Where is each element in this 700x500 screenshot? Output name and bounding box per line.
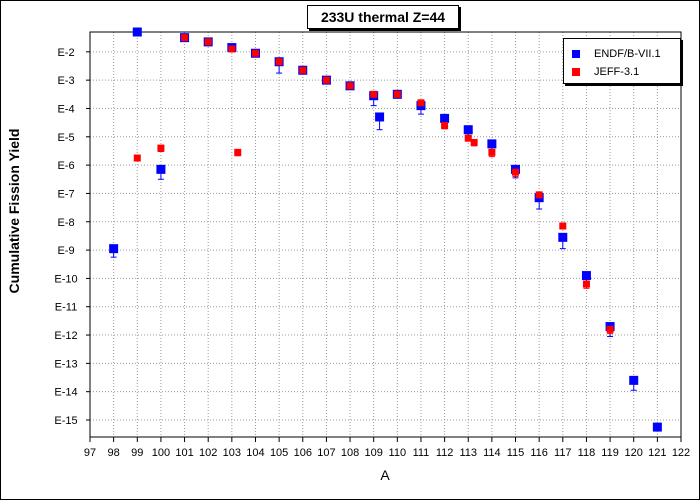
y-tick-label: E-14: [54, 387, 77, 399]
data-point-jeff: [204, 38, 212, 46]
y-tick-label: E-10: [54, 273, 77, 285]
y-tick-label: E-3: [57, 75, 74, 87]
data-point-endf: [463, 125, 473, 135]
y-tick-label: E-11: [55, 302, 77, 314]
x-tick-label: 107: [317, 447, 335, 459]
x-tick-label: 110: [389, 447, 407, 459]
data-point-jeff: [275, 58, 283, 66]
x-tick-label: 111: [413, 447, 430, 459]
x-tick-label: 121: [648, 447, 666, 459]
x-tick-label: 102: [199, 447, 217, 459]
data-point-jeff: [559, 222, 567, 230]
x-tick-label: 108: [341, 447, 359, 459]
y-tick-label: E-13: [54, 358, 77, 370]
x-tick-label: 112: [436, 447, 454, 459]
data-point-jeff: [157, 144, 165, 152]
y-tick-label: E-2: [57, 47, 74, 59]
legend-label-endf: ENDF/B-VII.1: [594, 48, 661, 60]
x-axis-label: A: [380, 467, 390, 483]
data-point-jeff: [441, 121, 449, 129]
data-point-jeff: [464, 134, 472, 142]
data-point-endf: [487, 139, 497, 149]
x-tick-label: 116: [530, 447, 548, 459]
y-tick-label: E-8: [57, 217, 74, 229]
y-tick-label: E-12: [54, 330, 77, 342]
x-tick-label: 109: [365, 447, 383, 459]
legend: ENDF/B-VII.1 JEFF-3.1: [563, 38, 681, 84]
data-point-jeff: [251, 49, 259, 57]
data-point-endf: [156, 164, 166, 174]
data-point-jeff: [470, 138, 478, 146]
data-point-endf: [629, 375, 639, 385]
x-tick-label: 99: [131, 447, 143, 459]
x-tick-label: 117: [554, 447, 572, 459]
y-tick-label: E-6: [57, 160, 74, 172]
data-point-endf: [652, 422, 662, 432]
data-point-jeff: [606, 325, 614, 333]
legend-label-jeff: JEFF-3.1: [594, 66, 640, 78]
plot-area-border: [89, 31, 682, 438]
data-point-jeff: [370, 90, 378, 98]
x-tick-label: 113: [459, 447, 477, 459]
x-tick-label: 97: [84, 447, 96, 459]
x-tick-label: 120: [625, 447, 643, 459]
data-point-endf: [440, 113, 450, 123]
chart-title: 233U thermal Z=44: [307, 5, 459, 29]
x-tick-label: 105: [270, 447, 288, 459]
data-point-jeff: [346, 82, 354, 90]
x-tick-label: 100: [152, 447, 170, 459]
data-point-jeff: [234, 148, 242, 156]
data-point-jeff: [181, 34, 189, 42]
x-tick-label: 98: [108, 447, 120, 459]
y-tick-label: E-7: [57, 188, 74, 200]
data-point-endf: [109, 244, 119, 254]
data-point-endf: [581, 271, 591, 281]
data-point-jeff: [228, 45, 236, 53]
y-tick-label: E-15: [54, 415, 77, 427]
x-tick-label: 104: [246, 447, 264, 459]
x-tick-label: 114: [483, 447, 501, 459]
y-tick-label: E-9: [57, 245, 74, 257]
data-point-endf: [375, 112, 385, 122]
data-point-jeff: [488, 148, 496, 156]
data-point-jeff: [512, 168, 520, 176]
x-tick-label: 119: [601, 447, 619, 459]
x-tick-label: 118: [578, 447, 596, 459]
y-tick-label: E-4: [57, 103, 74, 115]
data-point-jeff: [299, 66, 307, 74]
y-tick-label: E-5: [57, 132, 74, 144]
x-tick-label: 115: [507, 447, 525, 459]
x-tick-label: 122: [672, 447, 690, 459]
data-point-jeff: [133, 154, 141, 162]
data-point-jeff: [322, 76, 330, 84]
data-point-endf: [132, 27, 142, 37]
data-point-jeff: [393, 90, 401, 98]
x-tick-label: 106: [294, 447, 312, 459]
legend-swatch-endf: [572, 50, 580, 58]
x-tick-label: 101: [175, 447, 193, 459]
legend-swatch-jeff: [572, 68, 580, 76]
x-tick-label: 103: [223, 447, 241, 459]
data-point-jeff: [535, 191, 543, 199]
data-point-jeff: [417, 99, 425, 107]
data-point-jeff: [582, 280, 590, 288]
data-point-endf: [558, 232, 568, 242]
